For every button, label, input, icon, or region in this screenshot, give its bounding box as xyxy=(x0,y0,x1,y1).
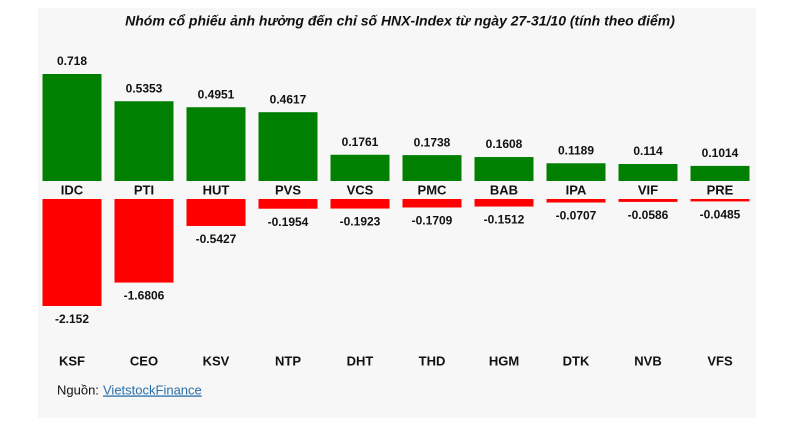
value-label: 0.718 xyxy=(57,54,87,68)
value-label: -0.1512 xyxy=(484,213,525,227)
category-label: HUT xyxy=(203,182,230,197)
category-label: PTI xyxy=(134,182,154,197)
bar xyxy=(546,163,606,181)
category-label: VIF xyxy=(638,182,658,197)
value-label: 0.1014 xyxy=(702,146,739,160)
bar xyxy=(474,157,534,181)
category-label: HGM xyxy=(489,353,519,368)
category-label: VFS xyxy=(707,353,733,368)
value-label: -0.1709 xyxy=(412,214,453,228)
value-label: -2.152 xyxy=(55,312,89,326)
bar xyxy=(690,165,750,181)
source-link[interactable]: VietstockFinance xyxy=(103,382,202,397)
category-label: THD xyxy=(419,353,446,368)
category-label: DTK xyxy=(563,353,590,368)
chart-title: Nhóm cổ phiếu ảnh hưởng đến chỉ số HNX-I… xyxy=(125,13,675,29)
value-label: 0.1738 xyxy=(414,135,451,149)
value-label: -1.6806 xyxy=(124,289,165,303)
bar xyxy=(402,155,462,181)
value-label: 0.5353 xyxy=(126,81,163,95)
category-label: IPA xyxy=(566,182,587,197)
category-label: PVS xyxy=(275,182,301,197)
bar xyxy=(186,199,246,226)
category-label: IDC xyxy=(61,182,84,197)
category-label: KSF xyxy=(59,353,85,368)
category-label: BAB xyxy=(490,182,518,197)
bar xyxy=(114,199,174,283)
bar xyxy=(330,199,390,209)
category-label: VCS xyxy=(347,182,374,197)
value-label: 0.114 xyxy=(633,144,663,158)
value-label: -0.5427 xyxy=(196,232,237,246)
value-label: 0.4617 xyxy=(270,92,307,106)
bar xyxy=(618,199,678,202)
category-label: CEO xyxy=(130,353,158,368)
source-label: Nguồn: xyxy=(57,382,99,397)
category-label: PMC xyxy=(418,182,448,197)
category-label: NTP xyxy=(275,353,301,368)
value-label: -0.0707 xyxy=(556,209,597,223)
category-label: PRE xyxy=(707,182,734,197)
bar xyxy=(114,101,174,181)
bar xyxy=(618,164,678,181)
category-label: DHT xyxy=(347,353,374,368)
bar xyxy=(42,74,102,181)
value-label: -0.1954 xyxy=(268,215,309,229)
bar xyxy=(186,107,246,181)
bar xyxy=(402,199,462,208)
bar xyxy=(474,199,534,207)
value-label: 0.4951 xyxy=(198,87,235,101)
value-label: 0.1761 xyxy=(342,135,379,149)
bar xyxy=(42,199,102,306)
value-label: -0.1923 xyxy=(340,215,381,229)
bar xyxy=(258,199,318,209)
bar xyxy=(330,154,390,181)
value-label: 0.1608 xyxy=(486,137,523,151)
bar xyxy=(258,112,318,181)
category-label: NVB xyxy=(634,353,661,368)
value-label: 0.1189 xyxy=(558,143,594,157)
value-label: -0.0485 xyxy=(700,208,741,222)
bar xyxy=(546,199,606,203)
value-label: -0.0586 xyxy=(628,208,669,222)
bar xyxy=(690,199,750,202)
category-label: KSV xyxy=(203,353,230,368)
